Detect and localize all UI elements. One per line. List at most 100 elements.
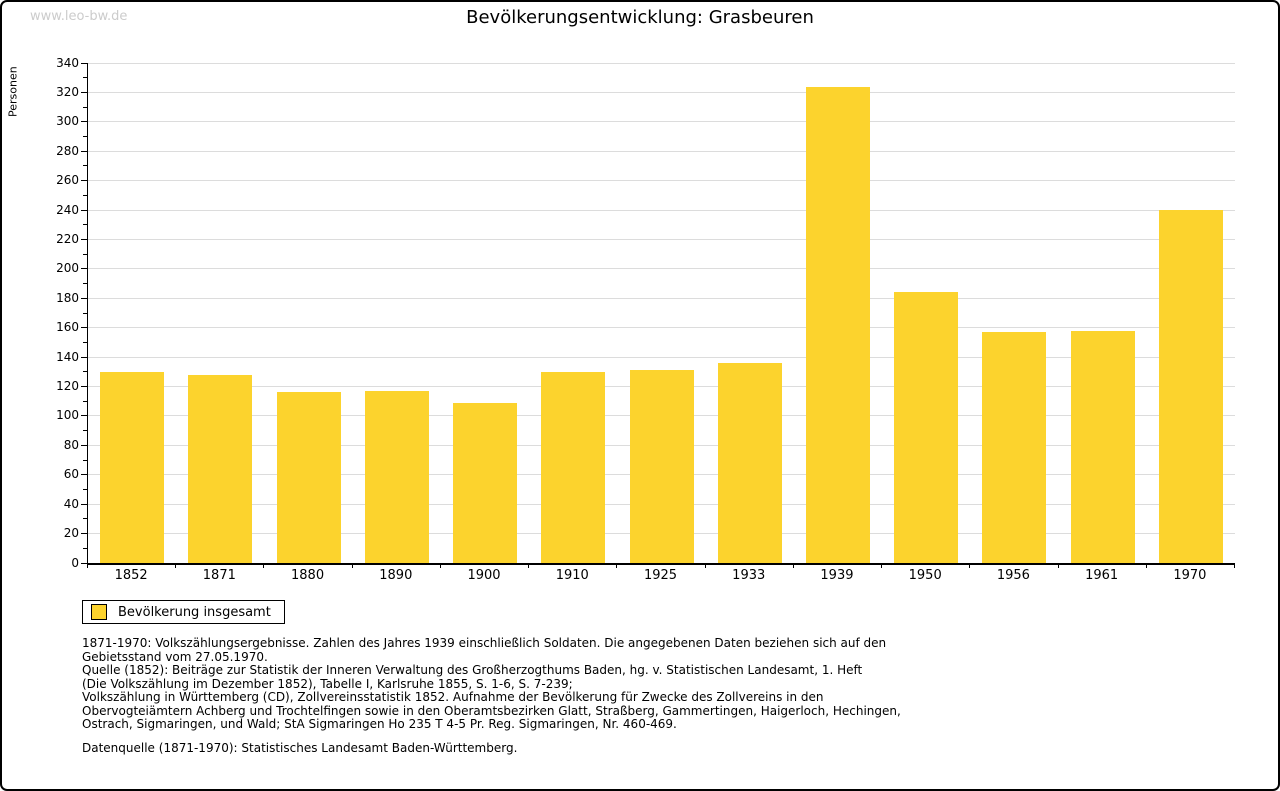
bar-1933 <box>717 363 782 563</box>
y-tick-mark <box>81 297 87 299</box>
x-tick-mark <box>1145 563 1147 568</box>
bar-1910 <box>541 371 606 563</box>
gridline <box>88 209 1235 211</box>
data-source-line: Datenquelle (1871-1970): Statistisches L… <box>82 740 518 755</box>
x-tick-label: 1880 <box>291 568 325 583</box>
y-tick-mark <box>81 415 87 417</box>
y-tick-label: 320 <box>56 84 79 99</box>
gridline <box>88 356 1235 358</box>
y-tick-mark <box>81 238 87 240</box>
footnote-line: Gebietsstand vom 27.05.1970. <box>82 649 268 664</box>
bar-1939 <box>805 86 870 563</box>
y-tick-label: 240 <box>56 202 79 217</box>
x-tick-label: 1956 <box>996 568 1030 583</box>
y-minor-tick-mark <box>83 518 87 520</box>
footnote-line: 1871-1970: Volkszählungsergebnisse. Zahl… <box>82 636 887 650</box>
x-tick-mark <box>87 563 88 568</box>
gridline <box>88 121 1235 123</box>
y-tick-mark <box>81 444 87 446</box>
x-tick-mark <box>792 563 794 568</box>
x-tick-mark <box>616 563 618 568</box>
y-axis-label: Personen <box>6 66 20 118</box>
y-tick-mark <box>81 91 87 93</box>
y-tick-label: 280 <box>56 143 79 158</box>
y-minor-tick-mark <box>83 136 87 138</box>
gridline <box>88 297 1235 299</box>
footnotes: 1871-1970: Volkszählungsergebnisse. Zahl… <box>82 636 942 755</box>
gridline <box>88 62 1235 64</box>
footnote-line: Ostrach, Sigmaringen, und Wald; StA Sigm… <box>82 717 677 731</box>
y-tick-label: 80 <box>63 437 79 452</box>
y-minor-tick-mark <box>83 165 87 167</box>
y-tick-label: 40 <box>63 496 79 511</box>
y-tick-mark <box>81 62 87 64</box>
x-tick-mark <box>1234 563 1235 568</box>
gridline <box>88 150 1235 152</box>
y-tick-label: 120 <box>56 379 79 394</box>
x-tick-mark <box>351 563 353 568</box>
page-title: Bevölkerungsentwicklung: Grasbeuren <box>466 7 814 28</box>
y-tick-label: 200 <box>56 261 79 276</box>
x-tick-mark <box>528 563 530 568</box>
x-tick-mark <box>175 563 177 568</box>
bar-1925 <box>629 370 694 563</box>
footnote-line: (Die Volkszählung im Dezember 1852), Tab… <box>82 676 573 691</box>
x-tick-label: 1900 <box>467 568 501 583</box>
y-tick-mark <box>81 121 87 123</box>
bar-chart-plot-area <box>87 62 1235 565</box>
y-minor-tick-mark <box>83 400 87 402</box>
gridline <box>88 238 1235 240</box>
y-tick-mark <box>81 180 87 182</box>
bar-1970 <box>1158 210 1223 563</box>
y-minor-tick-mark <box>83 488 87 490</box>
x-tick-label: 1852 <box>114 568 148 583</box>
y-minor-tick-mark <box>83 430 87 432</box>
legend-label: Bevölkerung insgesamt <box>118 604 271 620</box>
x-tick-label: 1950 <box>908 568 942 583</box>
y-minor-tick-mark <box>83 283 87 285</box>
y-minor-tick-mark <box>83 547 87 549</box>
y-tick-label: 0 <box>71 555 79 570</box>
bar-1950 <box>894 292 959 563</box>
legend-swatch-icon <box>91 604 107 620</box>
y-minor-tick-mark <box>83 459 87 461</box>
y-tick-mark <box>81 386 87 388</box>
x-tick-label: 1970 <box>1173 568 1207 583</box>
legend: Bevölkerung insgesamt <box>82 600 285 624</box>
watermark: www.leo-bw.de <box>30 9 128 24</box>
bar-1890 <box>364 390 429 563</box>
gridline <box>88 268 1235 270</box>
y-tick-mark <box>81 327 87 329</box>
bar-1961 <box>1070 330 1135 563</box>
y-tick-mark <box>81 209 87 211</box>
y-tick-mark <box>81 503 87 505</box>
gridline <box>88 180 1235 182</box>
x-tick-label: 1961 <box>1085 568 1119 583</box>
footnote-line: Quelle (1852): Beiträge zur Statistik de… <box>82 663 863 677</box>
y-minor-tick-mark <box>83 194 87 196</box>
bar-1956 <box>982 332 1047 563</box>
x-tick-label: 1933 <box>732 568 766 583</box>
x-tick-mark <box>263 563 265 568</box>
y-tick-label: 100 <box>56 408 79 423</box>
y-minor-tick-mark <box>83 253 87 255</box>
gridline <box>88 91 1235 93</box>
x-tick-mark <box>1057 563 1059 568</box>
y-tick-mark <box>81 474 87 476</box>
x-tick-label: 1871 <box>202 568 236 583</box>
x-tick-label: 1910 <box>555 568 589 583</box>
y-tick-label: 20 <box>63 526 79 541</box>
y-tick-mark <box>81 150 87 152</box>
y-tick-label: 220 <box>56 231 79 246</box>
y-tick-label: 300 <box>56 114 79 129</box>
y-tick-mark <box>81 533 87 535</box>
x-tick-mark <box>704 563 706 568</box>
y-minor-tick-mark <box>83 312 87 314</box>
bar-1871 <box>188 374 253 563</box>
x-tick-mark <box>881 563 883 568</box>
y-tick-label: 180 <box>56 290 79 305</box>
footnote-line: Volkszählung in Württemberg (CD), Zollve… <box>82 690 824 704</box>
y-minor-tick-mark <box>83 77 87 79</box>
y-tick-label: 140 <box>56 349 79 364</box>
gridline <box>88 327 1235 329</box>
